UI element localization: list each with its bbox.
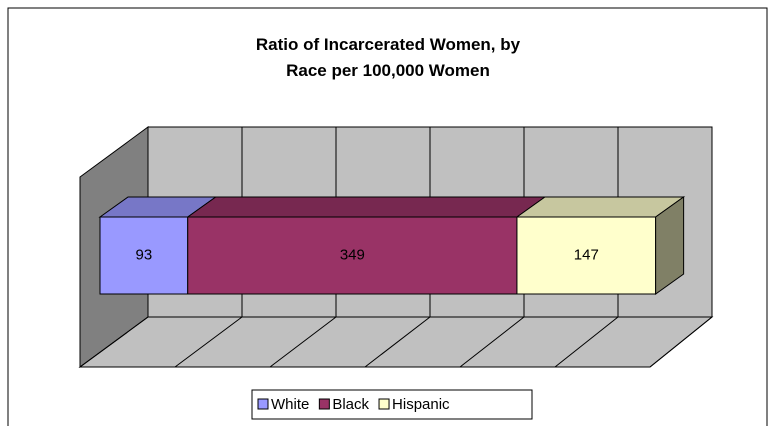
floor-grid-line bbox=[269, 316, 337, 368]
legend-label: Hispanic bbox=[392, 396, 450, 413]
floor-grid-line bbox=[364, 316, 431, 368]
legend-swatch bbox=[378, 398, 390, 410]
floor-grid-line bbox=[459, 316, 525, 368]
legend-swatch bbox=[257, 398, 269, 410]
legend bbox=[251, 389, 533, 420]
floor-grid-line bbox=[79, 316, 149, 368]
data-label: 147 bbox=[574, 246, 599, 263]
legend-label: Black bbox=[332, 396, 369, 413]
legend-swatch bbox=[318, 398, 330, 410]
bar bbox=[516, 216, 657, 295]
data-label: 349 bbox=[340, 246, 365, 263]
legend-label: White bbox=[271, 396, 309, 413]
bar-top bbox=[515, 196, 686, 218]
chart-title: Ratio of Incarcerated Women, by Race per… bbox=[255, 35, 521, 80]
floor bbox=[78, 316, 714, 368]
data-label: 93 bbox=[136, 246, 153, 263]
floor-grid-line bbox=[554, 316, 619, 368]
bar bbox=[187, 216, 518, 295]
bar-top bbox=[186, 196, 547, 218]
floor-grid-line bbox=[174, 316, 243, 368]
floor-grid-line bbox=[649, 316, 713, 368]
bar-side bbox=[655, 196, 685, 295]
